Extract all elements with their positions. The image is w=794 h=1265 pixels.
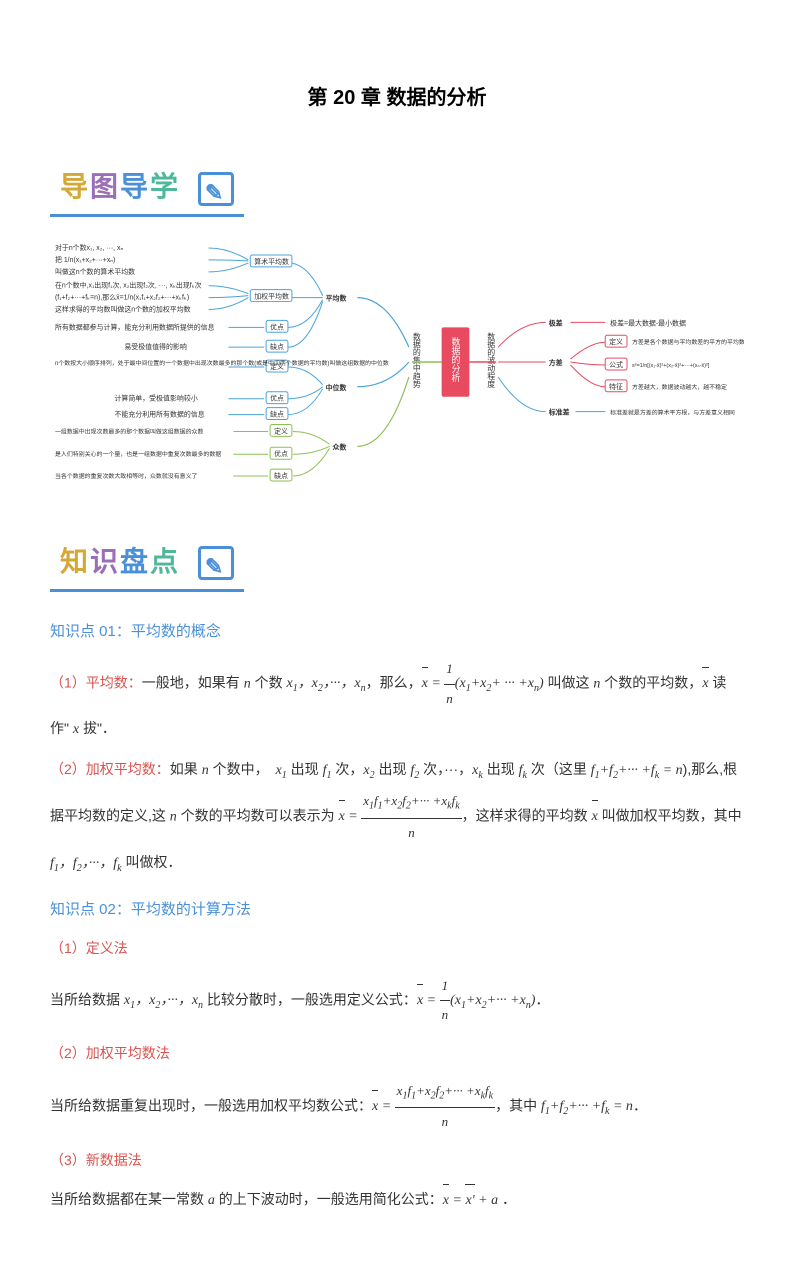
kp02-m3-label: （3）新数据法 bbox=[50, 1145, 744, 1176]
svg-text:优点: 优点 bbox=[270, 394, 284, 403]
svg-text:(f₁+f₂+···+fₖ=n),那么x̄=1/n(x₁f₁: (f₁+f₂+···+fₖ=n),那么x̄=1/n(x₁f₁+x₂f₂+···+… bbox=[55, 294, 189, 302]
edit-icon bbox=[198, 172, 234, 206]
svg-text:缺点: 缺点 bbox=[270, 410, 284, 419]
svg-text:优点: 优点 bbox=[274, 450, 288, 459]
mindmap-diagram: 数据的分析 数据的集中趋势 数据的波动程度 平均数 中位数 众数 算术平均数 加 bbox=[50, 237, 744, 500]
svg-text:数据的集中趋势: 数据的集中趋势 bbox=[412, 332, 421, 390]
svg-text:加权平均数: 加权平均数 bbox=[254, 292, 289, 301]
banner2-c4: 点 bbox=[150, 546, 180, 577]
banner2-c2: 识 bbox=[90, 546, 120, 577]
svg-text:n个数按大小顺序排列，处于最中间位置的一个数据中出现次数最多: n个数按大小顺序排列，处于最中间位置的一个数据中出现次数最多的那个数(或是中间两… bbox=[55, 359, 389, 367]
svg-text:计算简单，受极值影响较小: 计算简单，受极值影响较小 bbox=[114, 394, 197, 403]
banner2-c1: 知 bbox=[60, 546, 90, 577]
svg-text:方差是各个数据与平均数差的平方的平均数: 方差是各个数据与平均数差的平方的平均数 bbox=[632, 339, 744, 347]
kp02-m1-label: （1）定义法 bbox=[50, 933, 744, 964]
svg-text:缺点: 缺点 bbox=[270, 343, 284, 352]
kp02-m3-text: 当所给数据都在某一常数 a 的上下波动时，一般选用简化公式：x = x' + a… bbox=[50, 1184, 744, 1217]
banner-knowledge: 知识盘点 bbox=[50, 531, 244, 592]
svg-text:是人们特别关心的一个量，也是一组数据中重复次数最多的数据: 是人们特别关心的一个量，也是一组数据中重复次数最多的数据 bbox=[55, 451, 221, 459]
svg-text:叫做这n个数的算术平均数: 叫做这n个数的算术平均数 bbox=[55, 267, 135, 276]
kp02-m2-text: 当所给数据重复出现时，一般选用加权平均数公式：x = x1f1+x2f2+···… bbox=[50, 1077, 744, 1137]
kp02-title: 知识点 02：平均数的计算方法 bbox=[50, 896, 744, 923]
label-weighted: （2）加权平均数： bbox=[50, 761, 170, 777]
svg-text:对于n个数x₁, x₂, ···, xₙ: 对于n个数x₁, x₂, ···, xₙ bbox=[55, 243, 124, 252]
svg-text:极差: 极差 bbox=[549, 319, 563, 328]
svg-text:标准差就是方差的算术平方根，与方差意义相同: 标准差就是方差的算术平方根，与方差意义相同 bbox=[610, 409, 735, 417]
label-avg: （1）平均数： bbox=[50, 674, 142, 690]
svg-text:平均数: 平均数 bbox=[326, 294, 347, 303]
svg-text:不能充分利用所有数据的信息: 不能充分利用所有数据的信息 bbox=[114, 410, 204, 419]
svg-text:定义: 定义 bbox=[274, 427, 288, 436]
banner1-c4: 学 bbox=[150, 171, 180, 202]
svg-text:特征: 特征 bbox=[609, 382, 623, 391]
banner1-c1: 导 bbox=[60, 171, 90, 202]
svg-text:一组数据中出现次数最多的那个数据叫做这组数据的众数: 一组数据中出现次数最多的那个数据叫做这组数据的众数 bbox=[55, 428, 204, 436]
banner1-c2: 图 bbox=[90, 171, 120, 202]
svg-text:易受极值值得的影响: 易受极值值得的影响 bbox=[124, 343, 187, 352]
banner2-c3: 盘 bbox=[120, 546, 150, 577]
svg-text:s²=1/n[(x₁-x̄)²+(x₂-x̄)²+···+(: s²=1/n[(x₁-x̄)²+(x₂-x̄)²+···+(xₙ-x̄)²] bbox=[632, 363, 710, 369]
page-title: 第 20 章 数据的分析 bbox=[50, 80, 744, 116]
svg-text:数据的波动程度: 数据的波动程度 bbox=[487, 332, 496, 390]
svg-text:公式: 公式 bbox=[609, 360, 623, 369]
svg-text:方差: 方差 bbox=[549, 358, 563, 367]
svg-text:方差越大，数据波动越大，越不稳定: 方差越大，数据波动越大，越不稳定 bbox=[632, 383, 727, 391]
svg-text:这样求得的平均数叫做这n个数的加权平均数: 这样求得的平均数叫做这n个数的加权平均数 bbox=[55, 305, 191, 314]
svg-text:算术平均数: 算术平均数 bbox=[254, 257, 289, 266]
svg-text:缺点: 缺点 bbox=[274, 471, 288, 480]
svg-text:定义: 定义 bbox=[609, 338, 623, 347]
svg-text:数据的分析: 数据的分析 bbox=[450, 336, 460, 383]
svg-text:极差=最大数据-最小数据: 极差=最大数据-最小数据 bbox=[610, 319, 686, 328]
banner1-c3: 导 bbox=[120, 171, 150, 202]
svg-text:把 1/n(x₁+x₂+···+xₙ): 把 1/n(x₁+x₂+···+xₙ) bbox=[55, 255, 115, 264]
edit-icon bbox=[198, 546, 234, 580]
kp01-title: 知识点 01：平均数的概念 bbox=[50, 618, 744, 645]
svg-text:中位数: 中位数 bbox=[326, 383, 347, 392]
kp02-m1-text: 当所给数据 x1，x2，···，xn 比较分散时，一般选用定义公式：x = 1n… bbox=[50, 972, 744, 1030]
svg-text:众数: 众数 bbox=[333, 443, 347, 452]
svg-text:标准差: 标准差 bbox=[548, 408, 570, 417]
kp01-p1: （1）平均数：一般地，如果有 n 个数 x1，x2，···，xn，那么，x = … bbox=[50, 655, 744, 746]
banner-diagram: 导图导学 bbox=[50, 156, 244, 217]
svg-text:所有数据都参与计算，能充分利用数据所提供的信息: 所有数据都参与计算，能充分利用数据所提供的信息 bbox=[55, 323, 215, 332]
svg-text:在n个数中,x₁出现f₁次, x₂出现f₂次, ···, x: 在n个数中,x₁出现f₁次, x₂出现f₂次, ···, xₖ出现fₖ次 bbox=[55, 281, 202, 290]
kp01-p2: （2）加权平均数：如果 n 个数中， x1 出现 f1 次，x2 出现 f2 次… bbox=[50, 754, 744, 880]
svg-text:优点: 优点 bbox=[270, 323, 284, 332]
svg-text:当各个数据的重复次数大致相等时，众数就没有意义了: 当各个数据的重复次数大致相等时，众数就没有意义了 bbox=[55, 472, 198, 480]
kp02-m2-label: （2）加权平均数法 bbox=[50, 1038, 744, 1069]
